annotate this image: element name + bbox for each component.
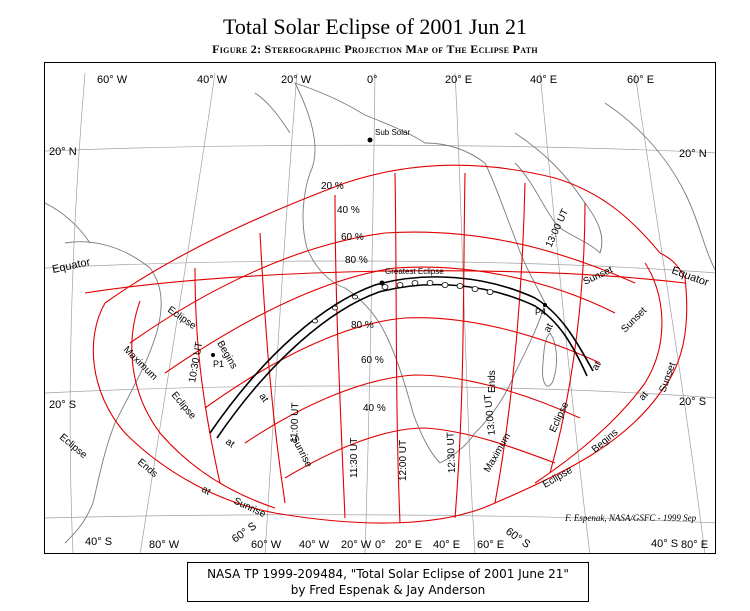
- lon-bot-20e: 20° E: [395, 539, 422, 551]
- left-eclipse-2: Eclipse: [169, 390, 198, 422]
- lat-20n-left: 20° N: [49, 146, 77, 158]
- ut-1300-south: 13:00 UT: [483, 394, 498, 436]
- lon-bot-40w: 40° W: [299, 539, 330, 551]
- mag-80-north: 80 %: [345, 255, 368, 266]
- p4-label: P4: [535, 307, 546, 317]
- lon-bot-80w: 80° W: [149, 539, 180, 551]
- caption-line-2: by Fred Espenak & Jay Anderson: [290, 583, 486, 597]
- p4-point: [543, 303, 547, 307]
- lon-top-0: 0°: [367, 74, 378, 86]
- ut-1300-north: 13:00 UT: [544, 207, 571, 249]
- greatest-eclipse-point: [379, 280, 385, 286]
- map-title: Total Solar Eclipse of 2001 Jun 21: [223, 14, 527, 39]
- left-eclipse-3: Eclipse: [57, 432, 89, 461]
- lon-top-60e: 60° E: [627, 74, 654, 86]
- lon-bot-60w: 60° W: [251, 539, 282, 551]
- equator-right-label: Equator: [670, 265, 711, 290]
- lat-40s-left: 40° S: [85, 536, 112, 548]
- mag-20-north: 20 %: [321, 181, 344, 192]
- right-at-1: at: [542, 322, 556, 335]
- lon-bot-80e: 80° E: [681, 539, 708, 551]
- right-maximum: Maximum: [482, 431, 513, 474]
- mag-60-south: 60 %: [361, 355, 384, 366]
- totality-markers: [312, 280, 494, 324]
- lon-top-40w: 40° W: [197, 74, 228, 86]
- right-sunset-2: Sunset: [619, 305, 649, 335]
- lon-bot-0: 0°: [375, 539, 386, 551]
- left-maximum: Maximum: [121, 344, 159, 382]
- lon-top-40e: 40° E: [530, 74, 557, 86]
- mag-60-north: 60 %: [341, 232, 364, 243]
- p1-label: P1: [213, 359, 224, 369]
- totality-path: [209, 276, 594, 439]
- p1-point: [211, 353, 215, 357]
- left-at-2: at: [223, 436, 236, 450]
- continents: [45, 82, 715, 544]
- left-sunrise-2: Sunrise: [232, 496, 268, 520]
- lon-bot-40e: 40° E: [433, 539, 460, 551]
- map-credit: F. Espenak, NASA/GSFC - 1999 Sep: [564, 513, 697, 523]
- greatest-eclipse-label: Greatest Eclipse: [385, 267, 444, 276]
- left-sunrise-1: Sunrise: [288, 434, 314, 469]
- right-begins: Begins: [590, 427, 620, 455]
- lon-bot-20w: 20° W: [341, 539, 372, 551]
- right-eclipse-2: Eclipse: [541, 465, 575, 491]
- caption-line-1: NASA TP 1999-209484, "Total Solar Eclips…: [207, 567, 569, 581]
- lon-top-20w: 20° W: [281, 74, 312, 86]
- ut-1030: 10:30 UT: [187, 341, 205, 383]
- mag-40-north: 40 %: [337, 205, 360, 216]
- sub-solar-point: [367, 137, 373, 143]
- ut-1100: 11:00 UT: [289, 402, 301, 443]
- lon-bot-60e: 60° E: [477, 539, 504, 551]
- eclipse-boundary: [84, 164, 688, 524]
- lat-20s-right: 20° S: [679, 396, 706, 408]
- equator-left-label: Equator: [51, 256, 92, 276]
- ut-1130: 11:30 UT: [349, 438, 360, 478]
- mag-40-south: 40 %: [363, 403, 386, 414]
- lat-20s-left: 20° S: [49, 399, 76, 411]
- right-sunset-3: Sunset: [657, 361, 678, 394]
- caption-box: NASA TP 1999-209484, "Total Solar Eclips…: [187, 562, 589, 602]
- right-ends: Ends: [487, 370, 498, 393]
- lat-60s-right: 60° S: [503, 526, 532, 551]
- ut-1200: 12:00 UT: [398, 440, 409, 481]
- lon-top-60w: 60° W: [97, 74, 128, 86]
- right-eclipse-1: Eclipse: [548, 400, 572, 434]
- lat-20n-right: 20° N: [679, 148, 707, 160]
- mag-80-south: 80 %: [351, 320, 374, 331]
- lon-top-20e: 20° E: [445, 74, 472, 86]
- left-at-1: at: [257, 391, 271, 404]
- eclipse-map: Sub Solar Greatest Eclipse P1 P4 Equator…: [44, 62, 716, 554]
- ut-1230: 12:30 UT: [446, 432, 458, 473]
- map-subtitle: Figure 2: Stereographic Projection Map o…: [212, 42, 538, 56]
- lat-40s-right: 40° S: [651, 538, 678, 550]
- sub-solar-label: Sub Solar: [375, 128, 410, 137]
- graticule: [45, 72, 715, 553]
- left-at-3: at: [200, 484, 213, 498]
